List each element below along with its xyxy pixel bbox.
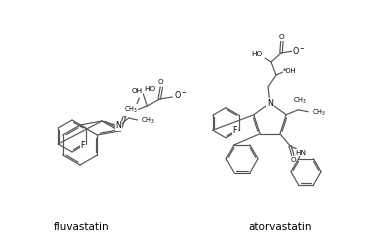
Text: O: O (290, 157, 296, 163)
Text: O: O (278, 34, 284, 40)
Text: *OH: *OH (283, 68, 297, 74)
Text: N: N (116, 122, 122, 130)
Text: atorvastatin: atorvastatin (248, 222, 312, 232)
Text: fluvastatin: fluvastatin (54, 222, 110, 232)
Text: OH: OH (132, 88, 143, 94)
Text: CH$_3$: CH$_3$ (141, 116, 154, 126)
Text: CH$_3$: CH$_3$ (312, 108, 326, 118)
Text: HO: HO (251, 51, 262, 57)
Text: F: F (232, 126, 237, 135)
Text: N: N (267, 98, 273, 108)
Text: O: O (158, 79, 163, 85)
Text: O$^-$: O$^-$ (174, 90, 187, 101)
Text: O$^-$: O$^-$ (292, 44, 306, 56)
Text: CH$_3$: CH$_3$ (124, 105, 138, 115)
Text: CH$_3$: CH$_3$ (293, 96, 307, 106)
Text: HN: HN (296, 150, 306, 156)
Text: F: F (81, 140, 85, 149)
Text: HO: HO (144, 86, 155, 92)
